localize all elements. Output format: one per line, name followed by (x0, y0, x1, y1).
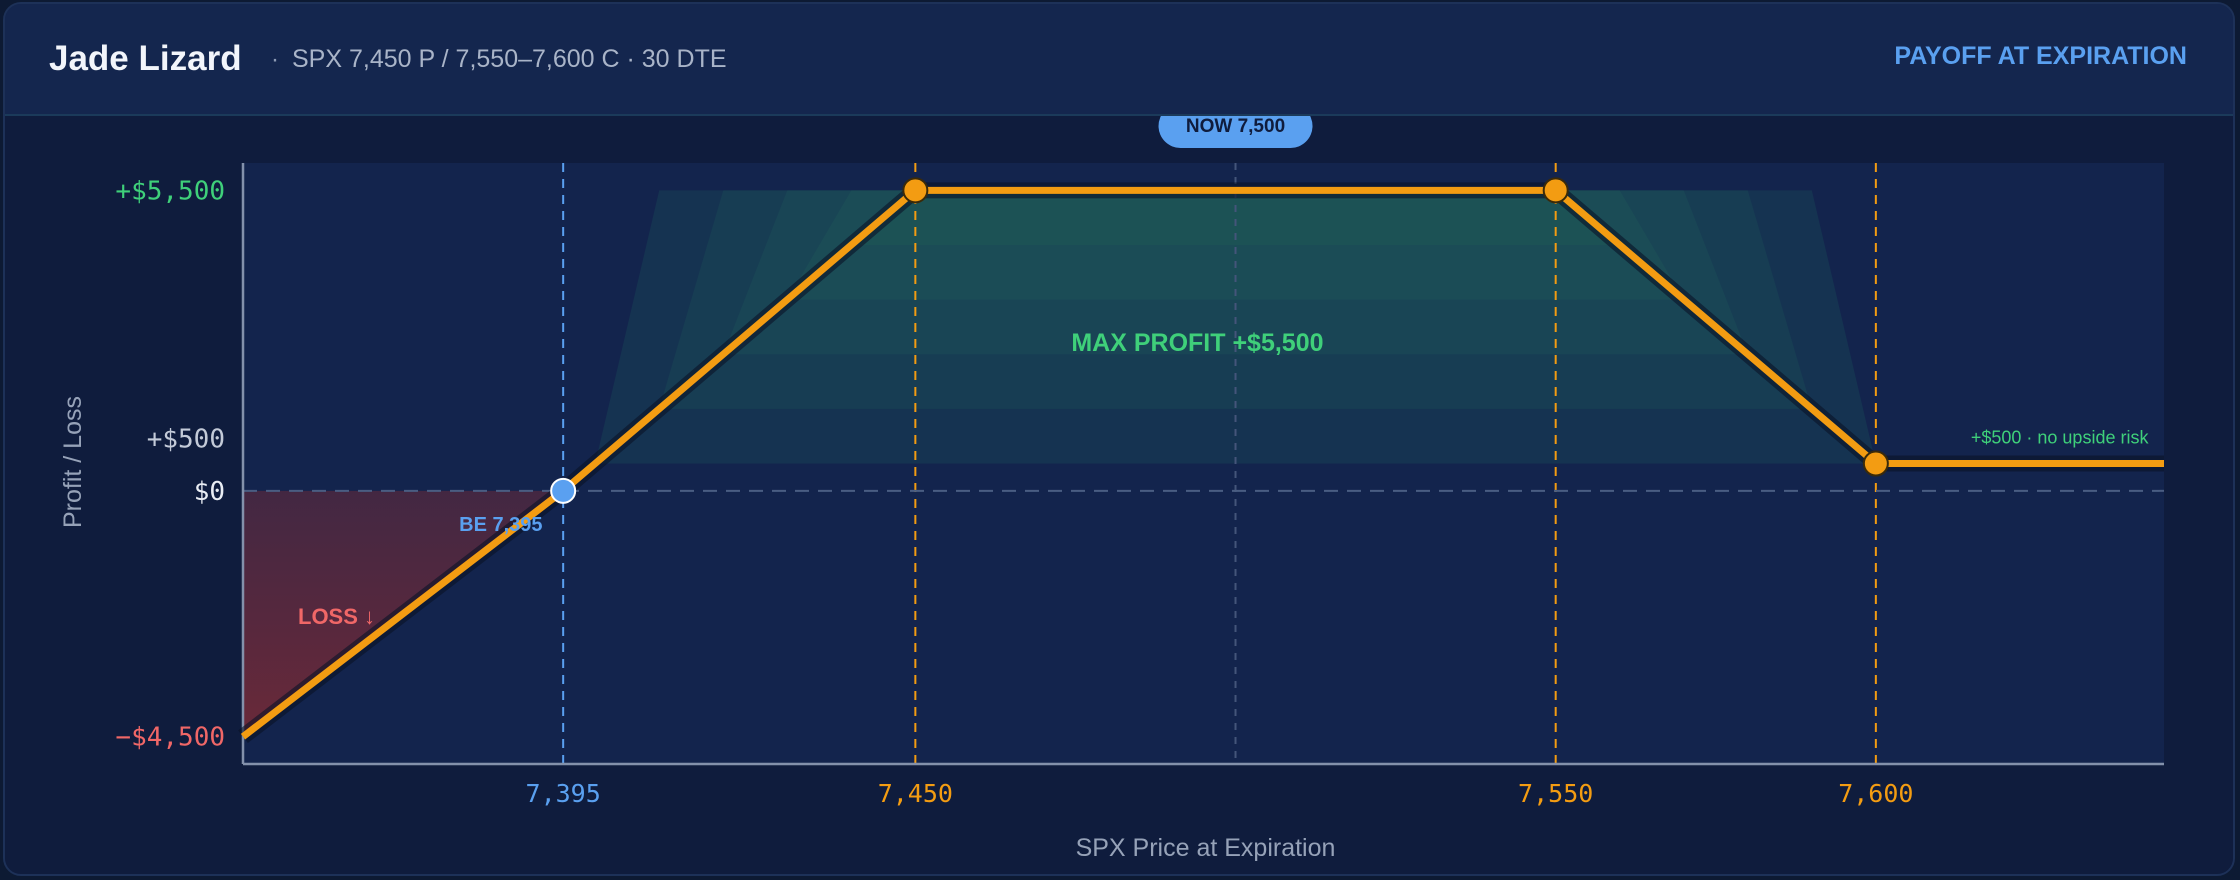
payoff-chart: NOW 7,500 +$5,500 +$500 $0 −$4,500 7,395 7,450… (59, 116, 2164, 862)
header-bar: Jade Lizard · SPX 7,450 P / 7,550–7,600 … (5, 4, 2233, 116)
strategy-subtitle: SPX 7,450 P / 7,550–7,600 C · 30 DTE (292, 45, 727, 73)
x-tick-label: 7,450 (878, 779, 953, 808)
upside-label: +$500 · no upside risk (1971, 428, 2150, 448)
payoff-line (240, 186, 2164, 740)
x-tick-label: 7,550 (1518, 779, 1593, 808)
strike-marker (1862, 450, 1889, 477)
y-axis-label: Profit / Loss (59, 396, 87, 528)
x-tick-label: 7,600 (1838, 779, 1913, 808)
y-tick-label: $0 (194, 477, 225, 507)
breakeven-label: BE 7,395 (459, 514, 542, 536)
strategy-title: Jade Lizard (49, 39, 242, 78)
chart-area: NOW 7,500 +$5,500 +$500 $0 −$4,500 7,395 7,450… (5, 116, 2233, 874)
strike-marker (902, 177, 929, 204)
y-tick-label: −$4,500 (115, 723, 225, 753)
y-tick-label: +$5,500 (115, 176, 225, 206)
breakeven-marker (550, 477, 577, 504)
now-pill (1158, 116, 1313, 148)
loss-label: LOSS ↓ (298, 604, 375, 629)
y-tick-label: +$500 (147, 425, 225, 455)
x-axis-label: SPX Price at Expiration (1076, 834, 1336, 862)
payoff-badge: PAYOFF AT EXPIRATION (1894, 42, 2187, 70)
max-profit-label: MAX PROFIT +$5,500 (1071, 329, 1323, 357)
now-label: NOW 7,500 (1186, 116, 1285, 137)
chart-card: Jade Lizard · SPX 7,450 P / 7,550–7,600 … (3, 2, 2235, 876)
profit-band (851, 190, 1620, 245)
strike-marker (1542, 177, 1569, 204)
x-tick-label: 7,395 (526, 779, 601, 808)
title-separator: · (271, 46, 279, 73)
